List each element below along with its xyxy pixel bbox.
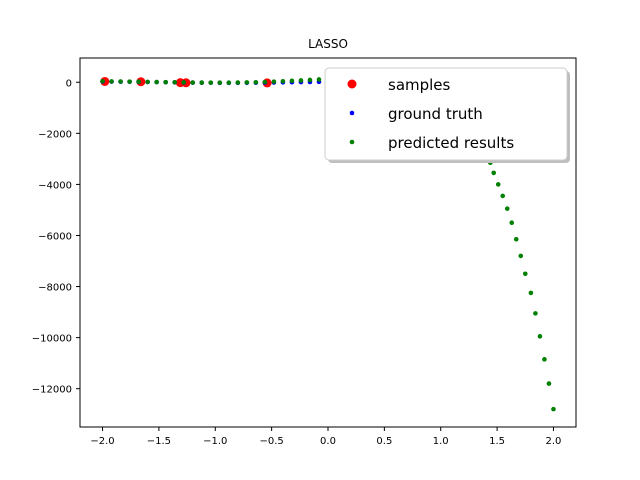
x-tick-label: 2.0 (546, 436, 562, 447)
y-tick-label: 0 (66, 78, 72, 89)
data-point (298, 78, 304, 83)
data-point (172, 79, 177, 85)
x-tick-label: 1.0 (433, 436, 449, 447)
legend-marker (347, 79, 357, 89)
legend-box (324, 67, 568, 161)
data-point (181, 80, 187, 85)
data-point (118, 79, 123, 84)
data-point (244, 80, 250, 85)
x-axis: −2.0 −1.5 −1.0 −0.5 0.0 0.5 1.0 1.5 2.0 (90, 427, 561, 447)
data-point (190, 80, 196, 85)
data-point (289, 78, 295, 84)
legend-marker (349, 139, 355, 145)
data-point (504, 206, 510, 211)
data-point (271, 79, 277, 84)
data-point (100, 78, 105, 84)
data-point (533, 311, 538, 316)
data-point (542, 357, 547, 362)
data-point (491, 170, 497, 176)
data-point (154, 79, 159, 85)
data-point (513, 237, 519, 242)
data-point (495, 182, 501, 187)
data-point (208, 80, 214, 85)
data-point (307, 77, 313, 83)
data-point (528, 290, 534, 296)
data-point (537, 334, 543, 339)
x-tick-label: −0.5 (259, 436, 283, 447)
x-tick-label: 1.5 (489, 436, 505, 447)
y-axis: 0 −2000 −4000 −6000 −8000 −10000 −12000 (32, 78, 80, 396)
legend-marker (349, 110, 355, 116)
data-point (109, 79, 114, 84)
y-tick-label: −4000 (38, 180, 72, 191)
data-point (509, 220, 515, 226)
data-point (163, 79, 168, 85)
x-tick-label: 0.0 (320, 436, 336, 447)
y-tick-label: −6000 (38, 231, 72, 242)
legend-label: ground truth (388, 105, 483, 123)
data-point (145, 79, 150, 85)
data-point (136, 79, 141, 85)
data-point (127, 79, 132, 84)
y-tick-label: −2000 (38, 129, 72, 140)
y-tick-label: −12000 (32, 385, 72, 396)
data-point (316, 77, 322, 82)
x-tick-label: −1.5 (147, 436, 171, 447)
data-point (280, 78, 286, 84)
data-point (235, 80, 241, 85)
data-point (551, 406, 556, 412)
data-point (522, 271, 528, 277)
data-point (253, 79, 259, 85)
data-point (217, 80, 223, 85)
x-tick-label: −2.0 (90, 436, 114, 447)
y-tick-label: −10000 (32, 334, 72, 345)
x-tick-label: 0.5 (376, 436, 392, 447)
y-tick-label: −8000 (38, 283, 72, 294)
legend: samples ground truth predicted results (324, 67, 570, 163)
data-point (199, 80, 205, 85)
data-point (226, 80, 232, 85)
data-point (500, 193, 506, 199)
legend-label: predicted results (388, 134, 514, 152)
data-point (546, 381, 552, 386)
x-tick-label: −1.0 (203, 436, 227, 447)
data-point (518, 253, 524, 259)
legend-label: samples (388, 76, 451, 94)
chart-title: LASSO (308, 37, 348, 51)
data-point (262, 79, 268, 85)
